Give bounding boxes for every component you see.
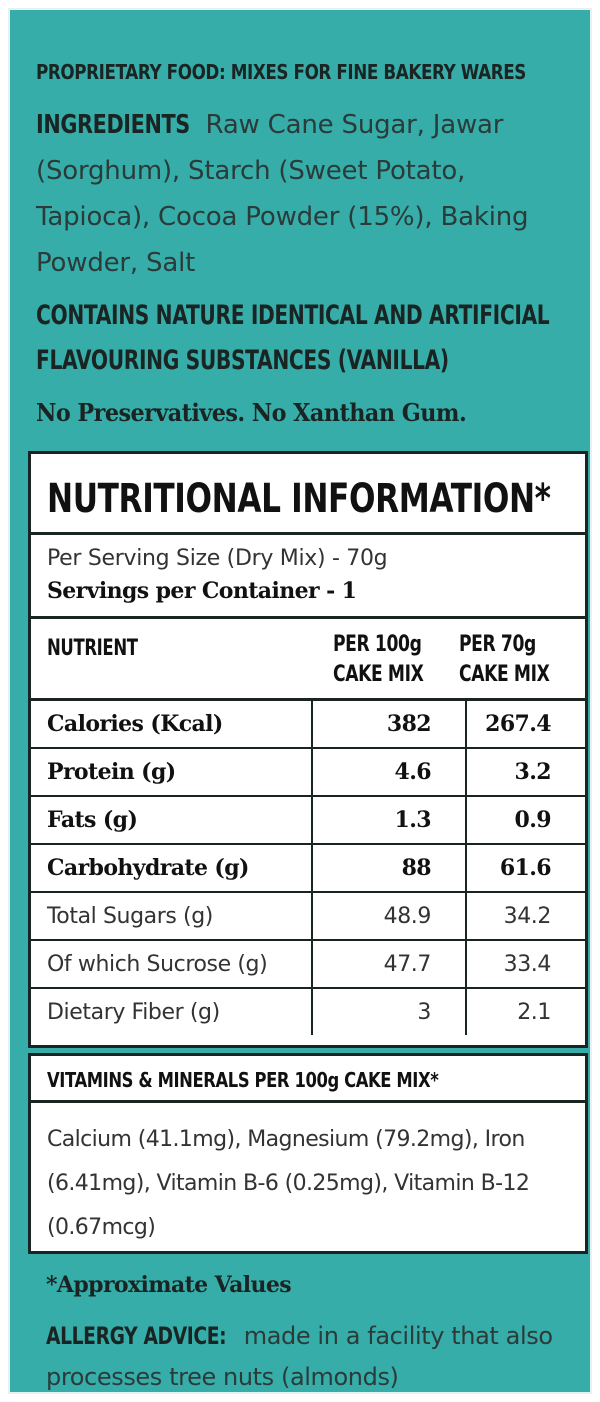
value-per-70g: 61.6 (465, 844, 585, 893)
label-panel: PROPRIETARY FOOD: MIXES FOR FINE BAKERY … (8, 8, 592, 1394)
value-per-70g: 0.9 (465, 796, 585, 845)
nutrient-name: Carbohydrate (g) (31, 844, 312, 893)
divider (31, 1100, 585, 1103)
header-per-70g-line1: PER 70g (459, 632, 536, 657)
ingredients-label: INGREDIENTS (36, 110, 190, 140)
table-row: Carbohydrate (g) 88 61.6 (31, 844, 585, 893)
header-nutrient: NUTRIENT (47, 636, 138, 661)
value-per-100g: 4.6 (311, 748, 466, 797)
nutrition-table: NUTRITIONAL INFORMATION* Per Serving Siz… (28, 451, 588, 1048)
header-per-70g-line2: CAKE MIX (459, 662, 550, 687)
value-per-100g: 47.7 (311, 940, 466, 989)
approximate-values-note: *Approximate Values (46, 1272, 292, 1298)
header-per-100g-line1: PER 100g (333, 632, 422, 657)
value-per-70g: 3.2 (465, 748, 585, 797)
vitamins-text: Calcium (41.1mg), Magnesium (79.2mg), Ir… (47, 1127, 530, 1240)
value-per-100g: 3 (311, 988, 466, 1035)
nutrient-name: Calories (Kcal) (31, 701, 312, 749)
flavouring-note: CONTAINS NATURE IDENTICAL AND ARTIFICIAL… (36, 293, 550, 383)
value-per-100g: 382 (311, 701, 466, 749)
table-row: Calories (Kcal) 382 267.4 (31, 701, 585, 749)
nutrient-rows: Calories (Kcal) 382 267.4 Protein (g) 4.… (31, 701, 585, 1035)
header-per-70g: PER 70g CAKE MIX (459, 630, 550, 690)
nutrition-title: NUTRITIONAL INFORMATION* (47, 476, 551, 522)
ingredients-text: Raw Cane Sugar, Jawar (Sorghum), Starch … (36, 110, 529, 278)
header-per-100g-line2: CAKE MIX (333, 662, 424, 687)
no-preservatives: No Preservatives. No Xanthan Gum. (36, 398, 467, 427)
nutrient-name: Of which Sucrose (g) (31, 940, 312, 989)
nutrient-name: Dietary Fiber (g) (47, 999, 220, 1025)
divider (31, 616, 585, 619)
value-per-100g: 1.3 (311, 796, 466, 845)
nutrient-name: Total Sugars (g) (31, 892, 312, 941)
ingredients: INGREDIENTS Raw Cane Sugar, Jawar (Sorgh… (36, 102, 576, 286)
nutrient-name: Fats (g) (31, 796, 312, 845)
table-row: Total Sugars (g) 48.9 34.2 (31, 892, 585, 941)
value-per-70g: 33.4 (465, 940, 585, 989)
divider (31, 698, 585, 701)
allergy-text: made in a facility that also processes t… (46, 1322, 553, 1391)
flavouring-line-2: FLAVOURING SUBSTANCES (VANILLA) (36, 345, 449, 376)
value-per-100g: 88 (311, 844, 466, 893)
table-row: Protein (g) 4.6 3.2 (31, 748, 585, 797)
product-type: PROPRIETARY FOOD: MIXES FOR FINE BAKERY … (36, 60, 526, 84)
nutrient-name: Protein (g) (31, 748, 312, 797)
table-row: Fats (g) 1.3 0.9 (31, 796, 585, 845)
value-per-100g: 48.9 (311, 892, 466, 941)
allergy-advice: ALLERGY ADVICE: made in a facility that … (46, 1316, 586, 1398)
vitamins-title: VITAMINS & MINERALS PER 100g CAKE MIX* (47, 1068, 439, 1092)
header-per-100g: PER 100g CAKE MIX (333, 630, 424, 690)
vitamins-minerals: VITAMINS & MINERALS PER 100g CAKE MIX* C… (28, 1053, 588, 1254)
flavouring-line-1: CONTAINS NATURE IDENTICAL AND ARTIFICIAL (36, 300, 550, 331)
value-per-70g: 267.4 (465, 701, 585, 749)
value-per-70g: 2.1 (465, 988, 585, 1035)
table-row: Of which Sucrose (g) 47.7 33.4 (31, 940, 585, 989)
table-row: Dietary Fiber (g) 3 2.1 (31, 988, 585, 1035)
divider (31, 532, 585, 535)
allergy-label: ALLERGY ADVICE: (46, 1322, 227, 1350)
servings-per-container: Servings per Container - 1 (47, 578, 357, 604)
serving-size: Per Serving Size (Dry Mix) - 70g (47, 546, 388, 571)
value-per-70g: 34.2 (465, 892, 585, 941)
